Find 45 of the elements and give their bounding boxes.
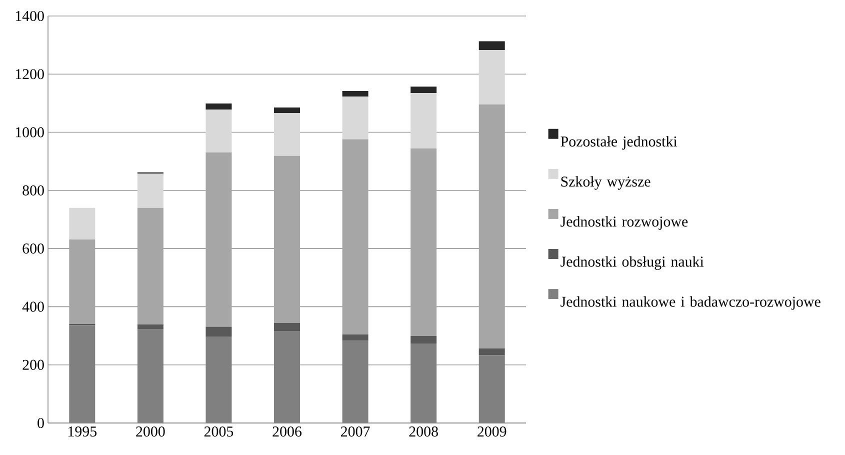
y-tick-label: 800 [22, 185, 44, 196]
bar [410, 148, 437, 336]
bar [274, 113, 300, 156]
bar [206, 103, 232, 110]
x-tick-label: 1995 [68, 426, 97, 437]
y-tick-label: 600 [22, 244, 44, 254]
bar [206, 110, 232, 152]
bar [410, 93, 437, 149]
bar [478, 104, 505, 349]
legend-label: Jednostki obsługi nauki [560, 256, 704, 270]
legend-label: Pozostałe jednostki [560, 136, 678, 150]
bar [478, 348, 505, 356]
x-tick-label: 2006 [272, 426, 302, 437]
bar [137, 324, 164, 330]
bar [69, 208, 96, 240]
bar [410, 336, 437, 344]
x-tick-label: 2005 [204, 426, 234, 437]
y-tick-label: 400 [22, 302, 44, 312]
bar [69, 240, 96, 324]
y-tick-label: 1400 [16, 10, 44, 22]
bar [274, 322, 300, 332]
bar [274, 108, 300, 114]
bar [274, 156, 300, 323]
bar [342, 334, 368, 341]
legend-label: Jednostki rozwojowe [560, 216, 688, 230]
bar [478, 41, 505, 50]
bar [342, 96, 368, 140]
x-tick-label: 2007 [341, 426, 370, 437]
bar [410, 86, 437, 94]
legend-label: Szkoły wyższe [561, 176, 650, 190]
x-tick-label: 2008 [409, 426, 438, 437]
bar [342, 90, 368, 97]
y-tick-label: 1200 [16, 69, 44, 80]
legend-label: Jednostki naukowe i badawczo-rozwojowe [560, 296, 820, 310]
bar [137, 208, 164, 324]
bar [478, 50, 505, 104]
bar [206, 326, 232, 337]
bar [137, 174, 164, 208]
y-tick-label: 1000 [16, 127, 44, 138]
y-tick-label: 0 [38, 418, 44, 428]
y-tick-label: 200 [22, 360, 44, 370]
bar [206, 152, 232, 327]
bar [342, 139, 368, 334]
x-tick-label: 2009 [478, 426, 506, 437]
x-tick-label: 2000 [136, 426, 165, 437]
